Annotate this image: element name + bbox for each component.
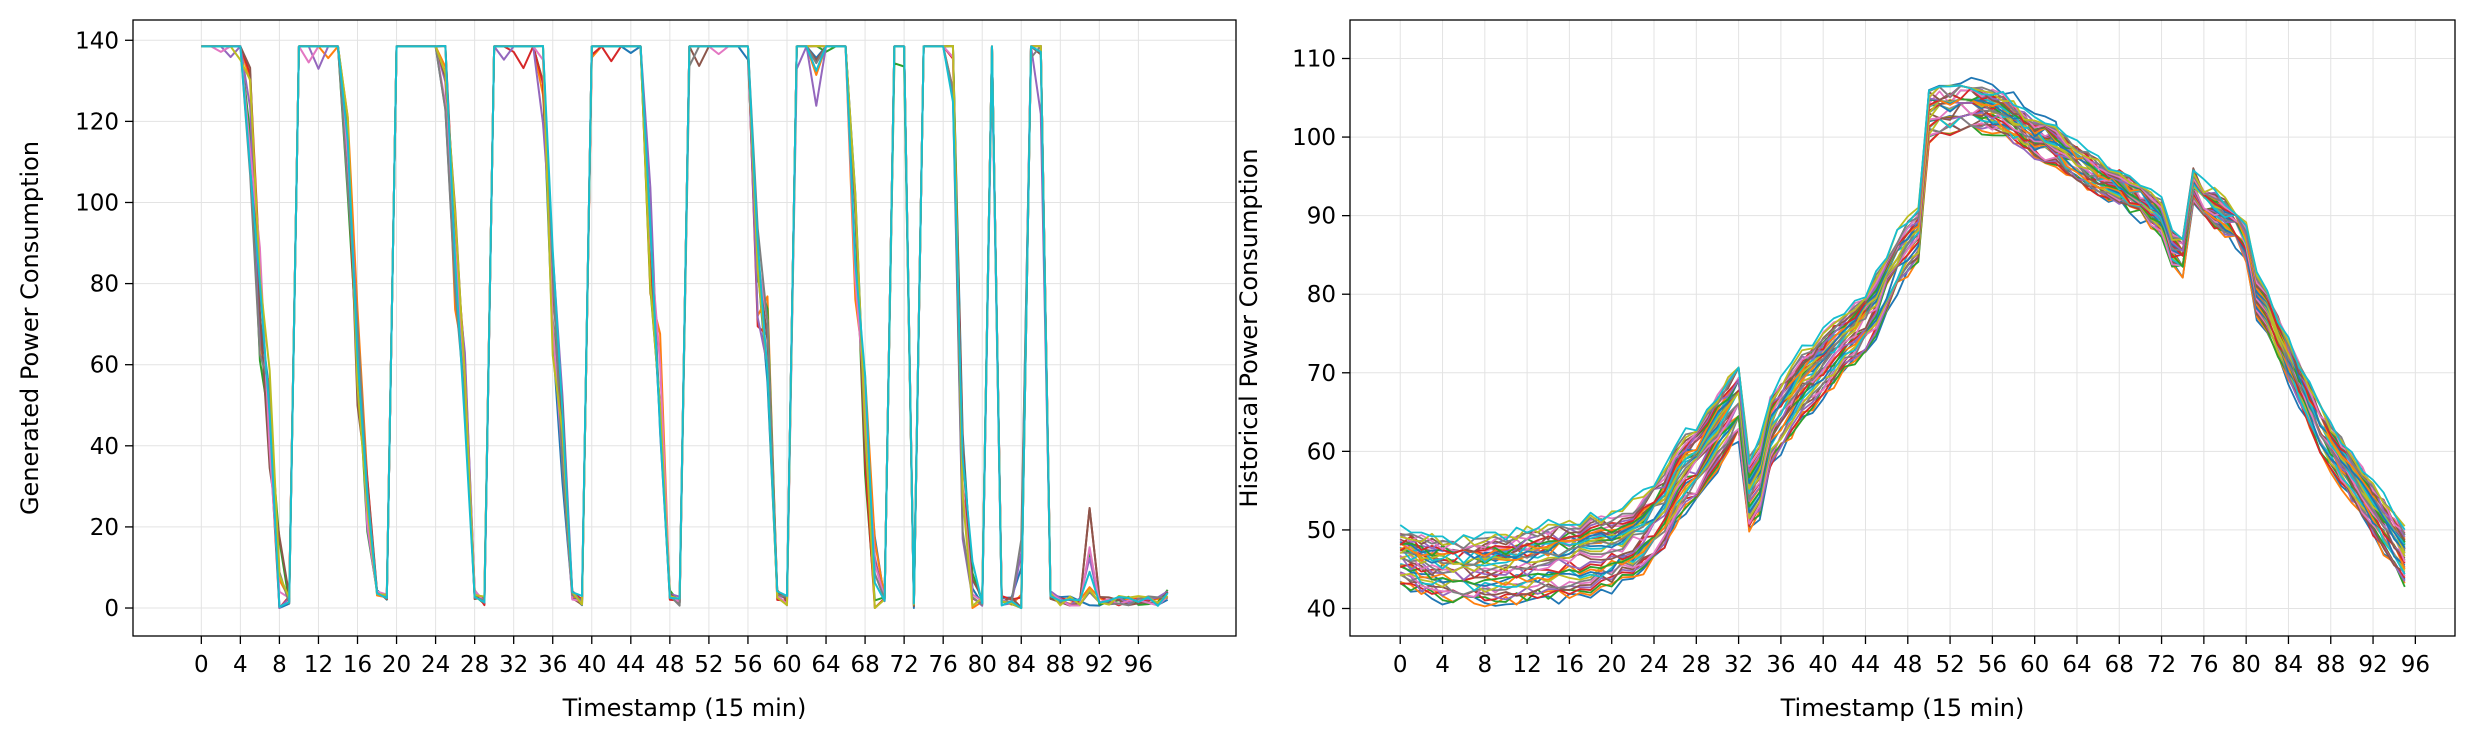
- y-tick-label: 140: [75, 28, 119, 54]
- x-tick-label: 20: [1597, 652, 1626, 678]
- y-tick-label: 0: [104, 596, 119, 622]
- x-tick-label: 72: [889, 652, 918, 678]
- x-tick-label: 32: [1724, 652, 1753, 678]
- x-tick-label: 72: [2147, 652, 2176, 678]
- x-tick-label: 40: [577, 652, 606, 678]
- x-tick-label: 4: [1435, 652, 1450, 678]
- left-series-group: [201, 44, 1169, 610]
- x-tick-label: 24: [421, 652, 450, 678]
- x-tick-label: 32: [499, 652, 528, 678]
- x-tick-label: 16: [343, 652, 372, 678]
- x-tick-label: 44: [616, 652, 645, 678]
- x-tick-label: 20: [382, 652, 411, 678]
- right-series-group: [1399, 76, 2406, 608]
- x-tick-label: 96: [2401, 652, 2430, 678]
- y-tick-label: 110: [1292, 47, 1336, 73]
- historical-power-chart: 0 4 8 12 16 20 24 28 32 36 40 44 48 52 56 60 64 68 72 76 80 8…: [1235, 19, 2456, 722]
- left-y-ticks: 0 20 40 60 80 100 120 140: [75, 28, 133, 622]
- historical-series-line: [1399, 108, 2406, 581]
- historical-series-line: [1399, 84, 2406, 545]
- y-tick-label: 50: [1307, 518, 1336, 544]
- x-tick-label: 12: [1512, 652, 1541, 678]
- x-tick-label: 28: [1682, 652, 1711, 678]
- left-x-ticks: 0 4 8 12 16 20 24 28 32 36 40 44 48 52 56 60 64 68 72 76 80 8…: [194, 636, 1153, 678]
- x-tick-label: 56: [733, 652, 762, 678]
- x-tick-label: 76: [929, 652, 958, 678]
- x-tick-label: 52: [694, 652, 723, 678]
- right-y-ticks: 40 50 60 70 80 90 100 110: [1292, 47, 1350, 623]
- y-tick-label: 100: [1292, 125, 1336, 151]
- left-y-axis-label: Generated Power Consumption: [16, 141, 44, 515]
- x-tick-label: 48: [1893, 652, 1922, 678]
- y-tick-label: 80: [90, 272, 119, 298]
- x-tick-label: 0: [1393, 652, 1408, 678]
- x-tick-label: 8: [1478, 652, 1493, 678]
- right-plot-frame: [1349, 19, 2456, 637]
- x-tick-label: 8: [272, 652, 287, 678]
- left-x-axis-label: Timestamp (15 min): [562, 694, 807, 722]
- x-tick-label: 36: [1766, 652, 1795, 678]
- x-tick-label: 56: [1978, 652, 2007, 678]
- historical-series-line: [1399, 76, 2406, 607]
- x-tick-label: 44: [1851, 652, 1880, 678]
- x-tick-label: 92: [1085, 652, 1114, 678]
- y-tick-label: 90: [1307, 204, 1336, 230]
- x-tick-label: 84: [2274, 652, 2303, 678]
- right-y-axis-label: Historical Power Consumption: [1235, 148, 1263, 507]
- generated-power-chart: 0 4 8 12 16 20 24 28 32 36 40 44 48 52 56 60 64 68 72 76 80 8…: [16, 19, 1237, 722]
- x-tick-label: 96: [1124, 652, 1153, 678]
- y-tick-label: 80: [1307, 282, 1336, 308]
- y-tick-label: 60: [1307, 439, 1336, 465]
- x-tick-label: 88: [1046, 652, 1075, 678]
- x-tick-label: 36: [538, 652, 567, 678]
- x-tick-label: 12: [304, 652, 333, 678]
- x-tick-label: 4: [233, 652, 248, 678]
- y-tick-label: 100: [75, 190, 119, 216]
- x-tick-label: 76: [2189, 652, 2218, 678]
- x-tick-label: 68: [850, 652, 879, 678]
- generated-series-line: [201, 44, 1169, 610]
- left-plot-frame: [132, 19, 1237, 637]
- x-tick-label: 60: [772, 652, 801, 678]
- x-tick-label: 16: [1555, 652, 1584, 678]
- y-tick-label: 20: [90, 515, 119, 541]
- right-x-axis-label: Timestamp (15 min): [1780, 694, 2025, 722]
- y-tick-label: 120: [75, 109, 119, 135]
- x-tick-label: 60: [2020, 652, 2049, 678]
- x-tick-label: 92: [2358, 652, 2387, 678]
- x-tick-label: 64: [2062, 652, 2091, 678]
- x-tick-label: 48: [655, 652, 684, 678]
- x-tick-label: 40: [1809, 652, 1838, 678]
- x-tick-label: 0: [194, 652, 209, 678]
- x-tick-label: 52: [1935, 652, 1964, 678]
- y-tick-label: 60: [90, 353, 119, 379]
- right-x-ticks: 0 4 8 12 16 20 24 28 32 36 40 44 48 52 56 60 64 68 72 76 80 8…: [1393, 636, 2430, 678]
- y-tick-label: 70: [1307, 361, 1336, 387]
- y-tick-label: 40: [1307, 597, 1336, 623]
- right-grid: [1350, 20, 2455, 636]
- x-tick-label: 68: [2105, 652, 2134, 678]
- x-tick-label: 24: [1639, 652, 1668, 678]
- x-tick-label: 80: [968, 652, 997, 678]
- x-tick-label: 64: [811, 652, 840, 678]
- x-tick-label: 88: [2316, 652, 2345, 678]
- x-tick-label: 28: [460, 652, 489, 678]
- x-tick-label: 84: [1007, 652, 1036, 678]
- y-tick-label: 40: [90, 434, 119, 460]
- x-tick-label: 80: [2232, 652, 2261, 678]
